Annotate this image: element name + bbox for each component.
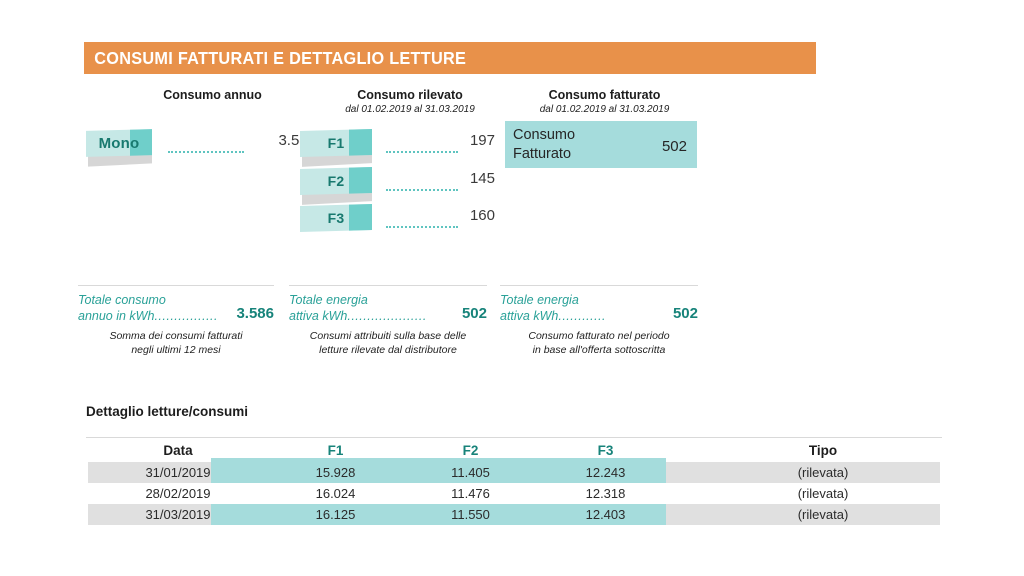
table-header-f1: F1 bbox=[327, 442, 344, 458]
summary-measured-caption-line1: Consumi attribuiti sulla base delle bbox=[309, 330, 467, 342]
cell-data: 31/03/2019 bbox=[145, 507, 211, 522]
summary-measured: Totale energia attiva kWh...............… bbox=[289, 285, 487, 357]
leader-dots bbox=[386, 224, 458, 228]
f1-value: 197 bbox=[469, 132, 495, 149]
table-row: 31/01/2019 15.928 11.405 12.243 (rilevat… bbox=[86, 462, 942, 483]
summary-divider bbox=[500, 285, 698, 286]
cell-data: 31/01/2019 bbox=[145, 465, 211, 480]
table-row: 28/02/2019 16.024 11.476 12.318 (rilevat… bbox=[86, 483, 942, 504]
summary-measured-line2-wrap: attiva kWh.................... 502 bbox=[289, 305, 487, 324]
cell-tipo: (rilevata) bbox=[797, 465, 849, 480]
f2-band-label: F2 bbox=[327, 173, 345, 189]
section-title-bar: CONSUMI FATTURATI E DETTAGLIO LETTURE bbox=[84, 42, 816, 74]
annual-consumption-row: Mono 3.586 bbox=[86, 129, 316, 167]
summary-billed-line1: Totale energia bbox=[500, 293, 579, 307]
row-teal-zone bbox=[211, 462, 666, 483]
cell-f3: 12.243 bbox=[585, 465, 626, 480]
column-heading-billed-text: Consumo fatturato bbox=[548, 88, 661, 102]
summary-billed: Totale energia attiva kWh............ 50… bbox=[500, 285, 698, 357]
cell-f1: 16.125 bbox=[315, 507, 356, 522]
row-teal-zone bbox=[211, 504, 666, 525]
cell-f3: 12.318 bbox=[585, 486, 626, 501]
summary-measured-dots: .................... bbox=[347, 309, 427, 323]
table-row: 31/03/2019 16.125 11.550 12.403 (rilevat… bbox=[86, 504, 942, 525]
column-heading-billed-period: dal 01.02.2019 al 31.03.2019 bbox=[539, 104, 670, 115]
cell-f1: 15.928 bbox=[315, 465, 356, 480]
detail-table-title: Dettaglio letture/consumi bbox=[86, 404, 249, 419]
f2-value: 145 bbox=[469, 170, 495, 187]
billed-label-line2: Fatturato bbox=[513, 146, 572, 162]
cell-f3: 12.403 bbox=[585, 507, 626, 522]
table-header-tipo: Tipo bbox=[808, 442, 838, 458]
summary-annual-line2: annuo in kWh bbox=[78, 309, 155, 323]
table-header-row: Data F1 F2 F3 Tipo bbox=[86, 438, 942, 463]
column-heading-measured-text: Consumo rilevato bbox=[357, 88, 463, 102]
summary-billed-caption-line2: in base all'offerta sottoscritta bbox=[532, 344, 666, 356]
annual-band-label: Mono bbox=[98, 134, 140, 152]
cell-tipo: (rilevata) bbox=[797, 507, 849, 522]
summary-divider bbox=[78, 285, 274, 286]
summary-measured-caption-line2: letture rilevate dal distributore bbox=[319, 344, 457, 356]
table-header-f3: F3 bbox=[597, 442, 614, 458]
billed-value: 502 bbox=[661, 138, 687, 155]
summary-annual-dots: ................ bbox=[154, 309, 219, 323]
summary-billed-caption: Consumo fatturato nel periodo in base al… bbox=[500, 329, 698, 357]
f1-band-label: F1 bbox=[327, 135, 345, 151]
summary-billed-value: 502 bbox=[672, 305, 698, 322]
cell-f1: 16.024 bbox=[315, 486, 356, 501]
summary-divider bbox=[289, 285, 487, 286]
section-title-text: CONSUMI FATTURATI E DETTAGLIO LETTURE bbox=[94, 47, 467, 68]
summary-annual-line1: Totale consumo bbox=[78, 293, 166, 307]
table-header-f2: F2 bbox=[462, 442, 479, 458]
leader-dots bbox=[386, 149, 458, 153]
billed-consumption-box: Consumo Fatturato 502 bbox=[505, 121, 697, 168]
summary-billed-line2: attiva kWh bbox=[500, 309, 559, 323]
summary-measured-value: 502 bbox=[461, 305, 487, 322]
cell-tipo: (rilevata) bbox=[797, 486, 849, 501]
summary-annual-caption-line2: negli ultimi 12 mesi bbox=[131, 344, 221, 356]
summary-annual-line2-wrap: annuo in kWh................ 3.586 bbox=[78, 305, 274, 324]
summary-billed-caption-line1: Consumo fatturato nel periodo bbox=[528, 330, 670, 342]
cell-f2: 11.476 bbox=[451, 486, 490, 501]
column-heading-annual-text: Consumo annuo bbox=[163, 88, 262, 102]
f3-value: 160 bbox=[469, 207, 495, 224]
cell-data: 28/02/2019 bbox=[145, 486, 211, 501]
summary-measured-line2: attiva kWh bbox=[289, 309, 348, 323]
cell-f2: 11.550 bbox=[451, 507, 490, 522]
summary-measured-line1: Totale energia bbox=[289, 293, 368, 307]
billed-label: Consumo Fatturato bbox=[513, 126, 575, 164]
column-heading-billed: Consumo fatturato dal 01.02.2019 al 31.0… bbox=[497, 88, 712, 115]
f3-band-label: F3 bbox=[327, 210, 345, 226]
cell-f2: 11.405 bbox=[451, 465, 490, 480]
leader-dots bbox=[386, 187, 458, 191]
summary-annual-caption-line1: Somma dei consumi fatturati bbox=[109, 330, 243, 342]
measured-row-f1: F1 197 bbox=[300, 128, 495, 167]
table-top-rule bbox=[86, 437, 942, 438]
leader-dots bbox=[168, 149, 244, 153]
column-heading-measured: Consumo rilevato dal 01.02.2019 al 31.03… bbox=[295, 88, 525, 115]
summary-billed-line2-wrap: attiva kWh............ 502 bbox=[500, 305, 698, 324]
measured-row-f2: F2 145 bbox=[300, 166, 495, 205]
table-header-data: Data bbox=[163, 442, 193, 458]
summary-annual: Totale consumo annuo in kWh.............… bbox=[78, 285, 274, 357]
summary-measured-caption: Consumi attribuiti sulla base delle lett… bbox=[289, 329, 487, 357]
summary-annual-value: 3.586 bbox=[236, 305, 274, 322]
summary-billed-dots: ............ bbox=[558, 309, 607, 323]
summary-annual-caption: Somma dei consumi fatturati negli ultimi… bbox=[78, 329, 274, 357]
column-heading-annual: Consumo annuo bbox=[85, 88, 340, 102]
table-header-accent-bar bbox=[211, 458, 666, 463]
column-heading-measured-period: dal 01.02.2019 al 31.03.2019 bbox=[345, 104, 475, 115]
billed-label-line1: Consumo bbox=[513, 127, 576, 143]
measured-row-f3: F3 160 bbox=[300, 203, 495, 233]
detail-table: Data F1 F2 F3 Tipo 31/01/2019 15.928 11.… bbox=[86, 437, 942, 525]
